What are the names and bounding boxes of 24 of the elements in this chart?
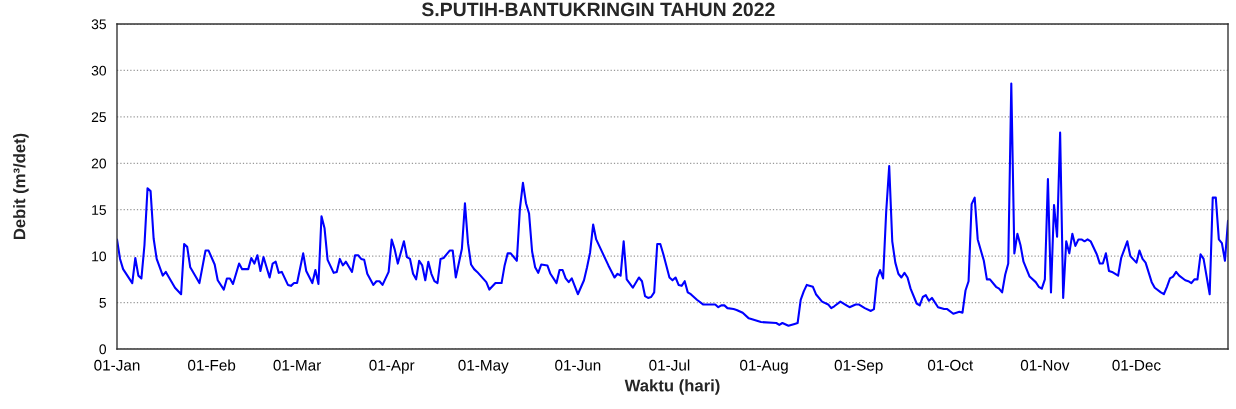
y-tick-label: 30 bbox=[91, 65, 107, 76]
x-tick-label: 01-Mar bbox=[273, 359, 322, 371]
x-tick-label: 01-Jan bbox=[94, 359, 140, 371]
y-tick-label: 0 bbox=[99, 344, 107, 355]
y-tick-label: 25 bbox=[91, 112, 106, 123]
line-series bbox=[117, 82, 1228, 327]
y-tick-label: 15 bbox=[92, 205, 106, 215]
x-tick-label: 01-Nov bbox=[1020, 359, 1070, 371]
x-tick-label: 01-Aug bbox=[740, 359, 788, 374]
y-tick-label: 35 bbox=[91, 19, 106, 30]
x-tick-label: 01-Sep bbox=[834, 359, 883, 374]
x-tick-label: 01-Apr bbox=[369, 359, 415, 374]
x-tick-label: 01-Oct bbox=[927, 359, 974, 371]
x-tick-label: 01-Feb bbox=[188, 359, 236, 371]
chart-title: S.PUTIH-BANTUKRINGIN TAHUN 2022 bbox=[421, 2, 775, 17]
y-axis-title: Debit (m³/det) bbox=[13, 133, 29, 240]
y-tick-label: 20 bbox=[91, 158, 107, 169]
x-tick-label: 01-May bbox=[458, 359, 509, 374]
y-tick-label: 10 bbox=[92, 251, 107, 262]
x-tick-label: 01-Jun bbox=[555, 359, 601, 371]
x-axis-title: Waktu (hari) bbox=[624, 379, 720, 395]
x-tick-label: 01-Jul bbox=[649, 359, 690, 371]
y-tick-label: 5 bbox=[99, 298, 106, 308]
x-tick-label: 01-Dec bbox=[1112, 359, 1161, 371]
